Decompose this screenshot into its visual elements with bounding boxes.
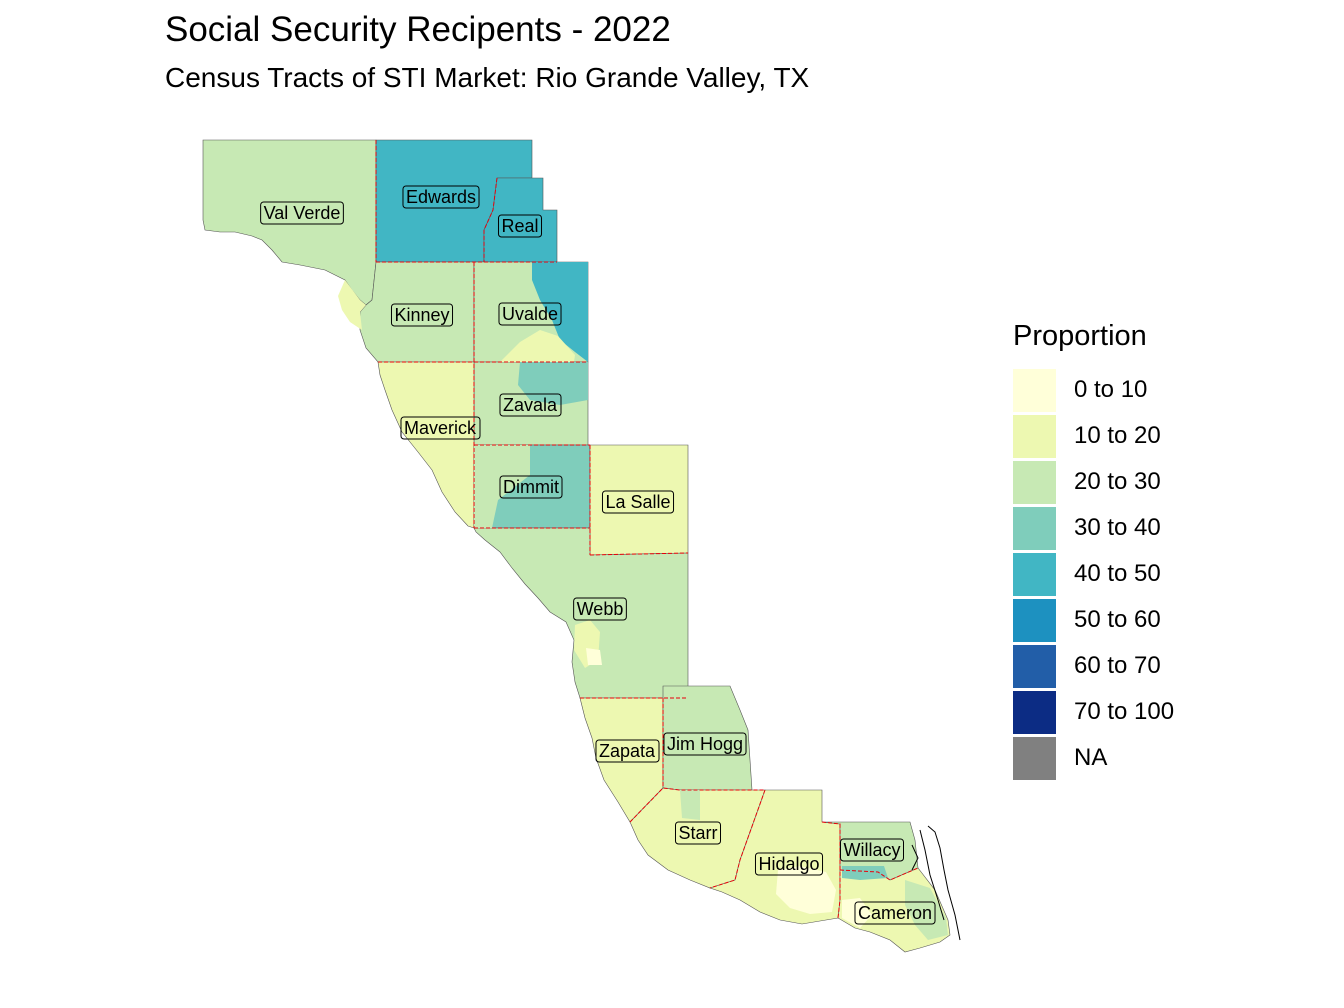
- county-label-box: [390, 303, 454, 327]
- county-label-box: [854, 901, 936, 925]
- tract-cameron-west: [842, 898, 872, 928]
- county-label-box: [499, 475, 563, 499]
- county-label-text: Starr: [678, 823, 717, 843]
- tract-jimhogg-sw: [680, 790, 700, 820]
- tract-detail-layer: [338, 262, 948, 940]
- county-label-text: Uvalde: [502, 304, 558, 324]
- county-label-dimmit: Dimmit: [499, 475, 563, 499]
- legend-label: NA: [1074, 744, 1108, 771]
- county-label-box: [840, 838, 904, 862]
- legend-swatch: [1013, 506, 1056, 550]
- legend-swatch: [1013, 460, 1056, 504]
- coastline: [911, 825, 961, 941]
- legend-label: 30 to 40: [1074, 514, 1161, 541]
- county-label-val-verde: Val Verde: [260, 201, 344, 225]
- county-label-kinney: Kinney: [390, 303, 454, 327]
- county-label-box: [498, 302, 562, 326]
- county-label-text: Cameron: [858, 903, 932, 923]
- county-label-box: [260, 201, 344, 225]
- legend-item: 30 to 40: [1013, 505, 1174, 551]
- legend-swatch: [1013, 644, 1056, 688]
- legend-title: Proportion: [1013, 320, 1147, 352]
- tract-uvalde-south: [500, 330, 575, 362]
- county-label-box: [499, 393, 562, 417]
- tract-willacy-south: [842, 866, 888, 880]
- county-label-text: Val Verde: [264, 203, 341, 223]
- county-label-text: Willacy: [844, 840, 901, 860]
- county-label-text: Kinney: [394, 305, 449, 325]
- county-label-text: Dimmit: [503, 477, 559, 497]
- county-label-box: [663, 732, 747, 756]
- county-label-box: [595, 739, 660, 763]
- county-label-zapata: Zapata: [595, 739, 660, 763]
- county-label-text: Edwards: [406, 187, 476, 207]
- legend-item: 40 to 50: [1013, 551, 1174, 597]
- county-label-starr: Starr: [674, 821, 722, 845]
- county-label-willacy: Willacy: [840, 838, 904, 862]
- legend-swatch: [1013, 598, 1056, 642]
- county-labels: Val Verde Edwards Real Kinney Uvalde Zavala Ma…: [260, 185, 936, 925]
- legend-items: 0 to 10 10 to 20 20 to 30 30 to 40 40 to 50 5…: [1013, 367, 1174, 781]
- map-subtitle: Census Tracts of STI Market: Rio Grande …: [165, 62, 810, 93]
- legend-item: 20 to 30: [1013, 459, 1174, 505]
- tract-webb-urban-2: [586, 648, 602, 665]
- county-label-la-salle: La Salle: [601, 490, 675, 514]
- legend-label: 20 to 30: [1074, 468, 1161, 495]
- legend-item: 0 to 10: [1013, 367, 1174, 413]
- county-label-real: Real: [497, 214, 543, 238]
- county-label-edwards: Edwards: [402, 185, 480, 209]
- county-label-text: Real: [501, 216, 538, 236]
- map-title: Social Security Recipents - 2022: [165, 10, 671, 49]
- county-label-text: Zapata: [599, 741, 656, 761]
- legend-item: NA: [1013, 735, 1174, 781]
- county-borders: [375, 140, 919, 919]
- legend-swatch: [1013, 368, 1056, 412]
- legend-label: 40 to 50: [1074, 560, 1161, 587]
- county-label-cameron: Cameron: [854, 901, 936, 925]
- county-label-box: [601, 490, 675, 514]
- county-label-text: Maverick: [404, 418, 477, 438]
- county-label-uvalde: Uvalde: [498, 302, 562, 326]
- legend-swatch: [1013, 690, 1056, 734]
- county-label-jim-hogg: Jim Hogg: [663, 732, 747, 756]
- legend-label: 50 to 60: [1074, 606, 1161, 633]
- tract-hidalgo-cluster: [776, 866, 836, 914]
- tract-kinney-south: [338, 280, 366, 330]
- legend-label: 60 to 70: [1074, 652, 1161, 679]
- legend-label: 10 to 20: [1074, 422, 1161, 449]
- county-label-text: Webb: [577, 599, 624, 619]
- county-label-hidalgo: Hidalgo: [754, 852, 824, 876]
- county-label-box: [400, 416, 481, 440]
- county-label-text: Jim Hogg: [667, 734, 743, 754]
- tract-uvalde-east: [532, 262, 588, 362]
- legend: Proportion 0 to 10 10 to 20 20 to 30 30 to …: [1013, 320, 1174, 781]
- county-label-text: La Salle: [605, 492, 670, 512]
- county-label-text: Hidalgo: [758, 854, 819, 874]
- legend-label: 70 to 100: [1074, 698, 1175, 725]
- county-label-box: [573, 597, 627, 621]
- tract-dimmit-west: [474, 445, 530, 528]
- legend-item: 60 to 70: [1013, 643, 1174, 689]
- legend-swatch: [1013, 414, 1056, 458]
- legend-item: 50 to 60: [1013, 597, 1174, 643]
- county-label-text: Zavala: [503, 395, 558, 415]
- county-label-box: [402, 185, 480, 209]
- county-label-box: [754, 852, 824, 876]
- county-shape-maverick: [377, 361, 475, 529]
- county-label-maverick: Maverick: [400, 416, 481, 440]
- county-label-box: [674, 821, 722, 845]
- legend-item: 10 to 20: [1013, 413, 1174, 459]
- legend-swatch: [1013, 736, 1056, 780]
- tract-cameron-east: [905, 880, 948, 940]
- legend-label: 0 to 10: [1074, 376, 1148, 403]
- legend-item: 70 to 100: [1013, 689, 1174, 735]
- county-label-zavala: Zavala: [499, 393, 562, 417]
- county-label-webb: Webb: [573, 597, 627, 621]
- legend-swatch: [1013, 552, 1056, 596]
- county-label-box: [497, 214, 543, 238]
